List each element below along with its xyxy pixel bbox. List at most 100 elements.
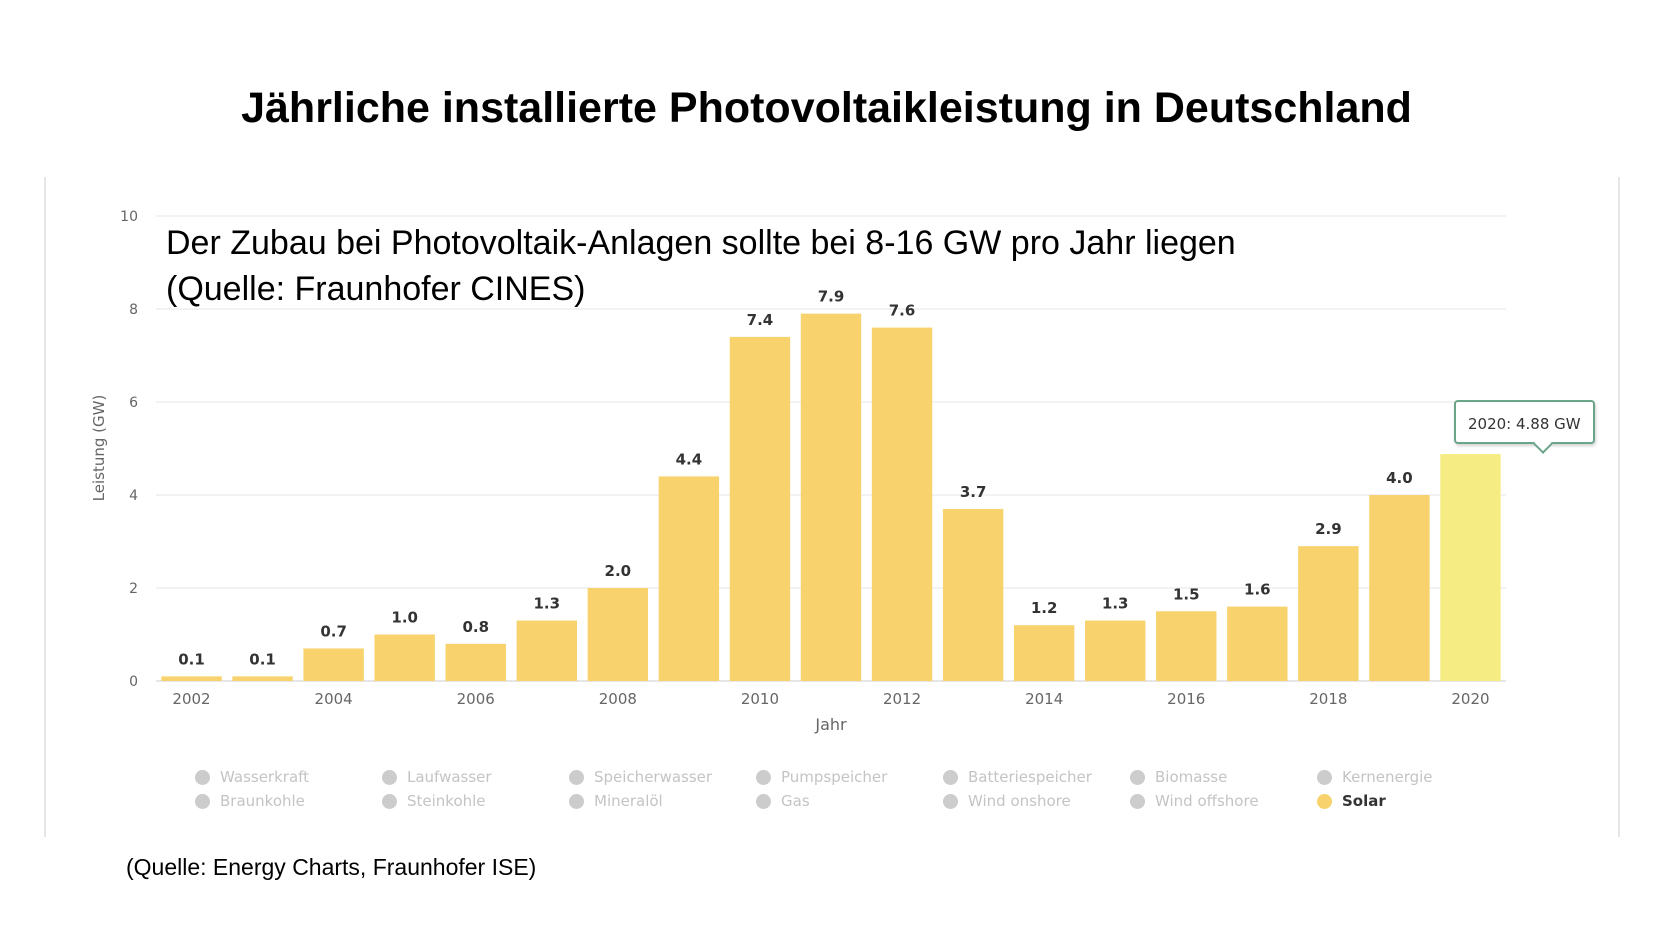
legend-item[interactable]: Steinkohle	[382, 792, 486, 810]
data-label: 1.0	[391, 609, 418, 627]
tooltip-text: 2020: 4.88 GW	[1468, 415, 1581, 433]
legend-dot-icon	[195, 769, 210, 785]
legend-item[interactable]: Gas	[756, 792, 810, 810]
bar	[1227, 606, 1288, 681]
legend-item[interactable]: Laufwasser	[382, 768, 492, 786]
legend-item[interactable]: Wind offshore	[1130, 792, 1259, 810]
legend-item[interactable]: Braunkohle	[195, 792, 305, 810]
legend-item[interactable]: Speicherwasser	[569, 768, 712, 786]
bar	[161, 676, 222, 681]
legend-item-label: Mineralöl	[594, 792, 663, 810]
bar	[445, 643, 506, 681]
y-tick-label: 10	[120, 209, 138, 225]
legend-dot-icon	[756, 769, 771, 785]
bar	[1013, 625, 1075, 681]
legend-item[interactable]: Wind onshore	[943, 792, 1071, 810]
panel-right-border	[1618, 177, 1620, 837]
legend-item-label: Solar	[1342, 792, 1386, 810]
x-tick-label: 2018	[1309, 690, 1347, 708]
legend-dot-icon	[195, 793, 210, 809]
legend-dot-icon	[1130, 769, 1145, 785]
legend-dot-icon	[1130, 793, 1145, 809]
data-label: 7.4	[747, 311, 774, 329]
legend-item[interactable]: Kernenergie	[1317, 768, 1433, 786]
slide-title: Jährliche installierte Photovoltaikleist…	[241, 84, 1412, 132]
bar	[1369, 495, 1430, 681]
bar	[303, 648, 364, 681]
tooltip: 2020: 4.88 GW	[1454, 400, 1595, 454]
legend-item-label: Gas	[781, 792, 810, 810]
legend-item-label: Biomasse	[1155, 768, 1228, 786]
legend-dot-icon	[1317, 793, 1332, 809]
data-label: 0.7	[320, 622, 347, 640]
bar	[374, 634, 435, 681]
bar	[729, 336, 791, 681]
legend-item[interactable]: Mineralöl	[569, 792, 663, 810]
x-tick-label: 2012	[883, 690, 921, 708]
legend-item[interactable]: Batteriespeicher	[943, 768, 1092, 786]
data-label: 0.1	[249, 650, 276, 668]
bar	[587, 588, 649, 681]
annotation: Der Zubau bei Photovoltaik-Anlagen sollt…	[166, 220, 1236, 312]
legend-item[interactable]: Pumpspeicher	[756, 768, 887, 786]
data-label: 7.9	[818, 288, 845, 306]
x-tick-label: 2008	[599, 690, 637, 708]
x-tick-label: 2004	[315, 690, 353, 708]
legend-item-label: Laufwasser	[407, 768, 492, 786]
panel-left-border	[44, 177, 46, 837]
y-tick-label: 0	[129, 674, 138, 690]
legend-dot-icon	[382, 793, 397, 809]
legend-item[interactable]: Wasserkraft	[195, 768, 309, 786]
y-tick-label: 2	[129, 581, 138, 597]
legend-item-label: Pumpspeicher	[781, 768, 888, 786]
axes: 0 2 4 6 8 10 2002 2004 2006 2008 2010 2012 2014 2016 2…	[90, 209, 1490, 734]
bars	[161, 313, 1501, 681]
legend-dot-icon	[569, 769, 584, 785]
data-label: 4.0	[1386, 469, 1413, 487]
bar	[1440, 454, 1501, 681]
y-tick-label: 8	[129, 302, 138, 318]
data-label: 7.6	[889, 302, 916, 320]
bar	[232, 676, 293, 681]
bar	[516, 620, 577, 681]
legend-item-label: Braunkohle	[220, 792, 305, 810]
x-tick-label: 2016	[1167, 690, 1205, 708]
data-label: 2.0	[605, 562, 632, 580]
annotation-line-2: (Quelle: Fraunhofer CINES)	[166, 270, 586, 308]
legend-item-label: Steinkohle	[407, 792, 486, 810]
legend-dot-icon	[569, 793, 584, 809]
legend-item-label: Speicherwasser	[594, 768, 713, 786]
y-tick-label: 6	[129, 395, 138, 411]
x-axis-label: Jahr	[814, 715, 847, 734]
data-label: 1.6	[1244, 581, 1271, 599]
legend-dot-icon	[382, 769, 397, 785]
x-tick-label: 2014	[1025, 690, 1063, 708]
data-labels: 0.1 0.1 0.7 1.0 0.8 1.3 2.0 4.4 7.4 7.9 7.6 3.7 1.2 1…	[178, 288, 1412, 669]
legend-item-label: Wasserkraft	[220, 768, 310, 786]
y-tick-label: 4	[129, 488, 138, 504]
x-tick-label: 2006	[457, 690, 495, 708]
annotation-line-1: Der Zubau bei Photovoltaik-Anlagen sollt…	[166, 224, 1236, 262]
legend-item-label: Batteriespeicher	[968, 768, 1092, 786]
data-label: 0.1	[178, 650, 205, 668]
data-label: 2.9	[1315, 520, 1342, 538]
bar	[1298, 546, 1359, 681]
legend-item-label: Wind offshore	[1155, 792, 1259, 810]
bar	[800, 313, 862, 681]
legend-dot-icon	[1317, 769, 1332, 785]
bar	[942, 508, 1004, 681]
data-label: 1.3	[1102, 595, 1129, 613]
y-axis-label: Leistung (GW)	[90, 395, 108, 502]
data-label: 1.3	[534, 595, 561, 613]
data-label: 3.7	[960, 483, 987, 501]
legend-dot-icon	[943, 769, 958, 785]
legend-item[interactable]: Solar	[1317, 792, 1386, 810]
legend-item-label: Kernenergie	[1342, 768, 1433, 786]
bar	[1085, 620, 1146, 681]
x-tick-label: 2010	[741, 690, 779, 708]
data-label: 1.5	[1173, 585, 1200, 603]
legend-item[interactable]: Biomasse	[1130, 768, 1227, 786]
data-label: 1.2	[1031, 599, 1058, 617]
source-note: (Quelle: Energy Charts, Fraunhofer ISE)	[126, 854, 537, 880]
